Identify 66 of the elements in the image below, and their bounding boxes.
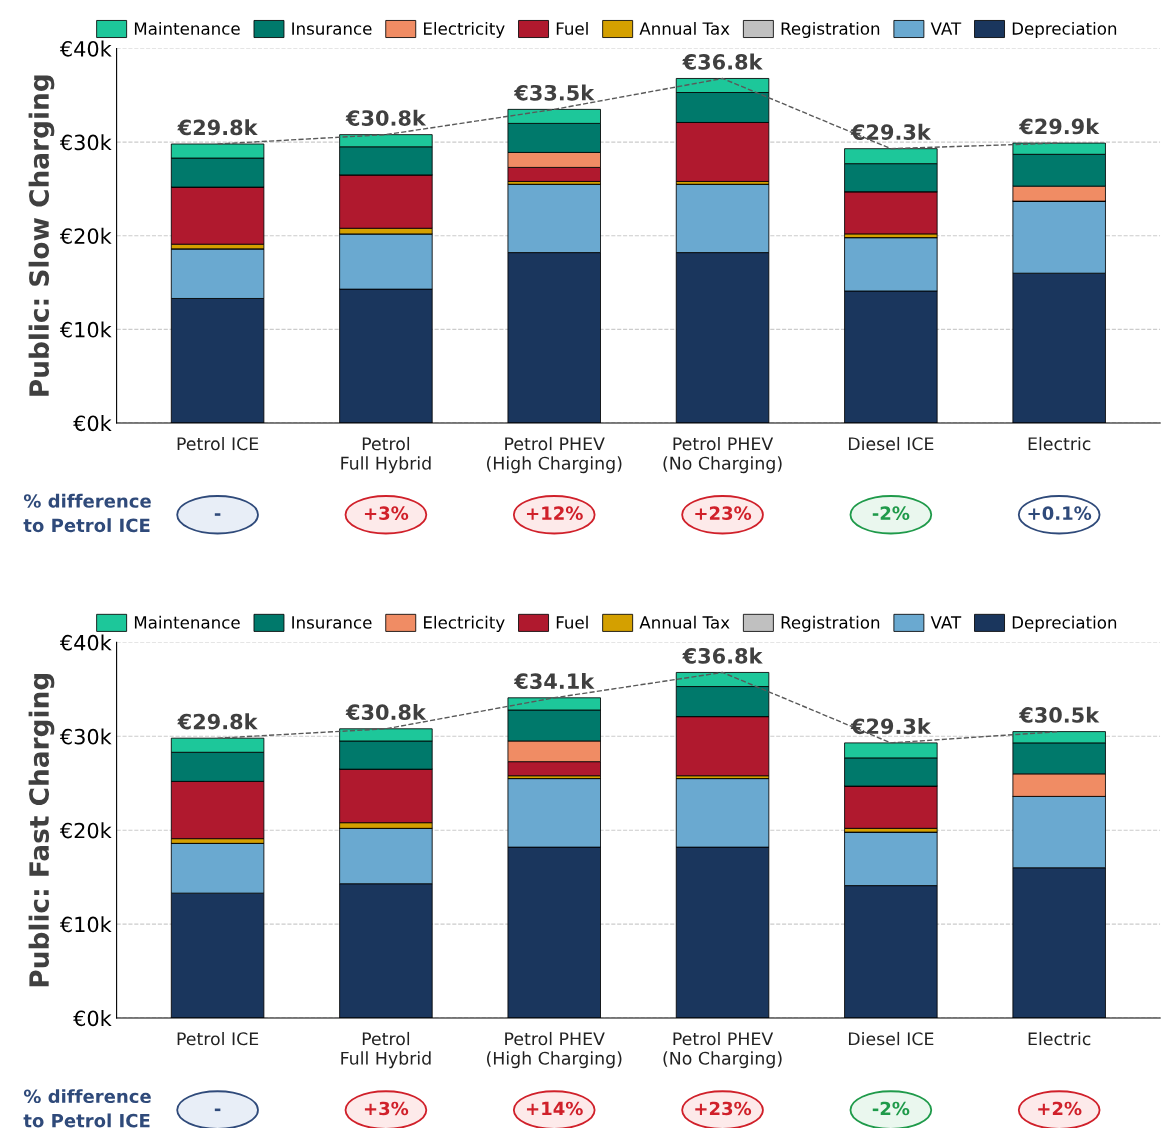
total-label: €29.3k [850,123,932,140]
total-label: €36.8k [682,53,763,70]
y-tick-label: €0k [73,415,112,432]
legend-label: Registration [781,21,880,39]
legend-label: VAT [930,616,962,629]
total-label: €29.8k [177,119,258,136]
text: - [214,1108,221,1112]
text: +3% [364,1101,409,1116]
x-tick-label: Diesel ICE [848,436,934,451]
x-tick-label: Petrol PHEV (High Charging) [487,436,622,474]
y-tick-label: €20k [59,822,112,839]
y-axis-title: Public: Slow Charging [28,75,55,396]
legend-label: VAT [930,22,962,35]
legend-label: Insurance [292,616,372,629]
text: -2% [872,506,910,520]
y-tick-label: €20k [59,227,112,244]
total-label: €29.8k [177,713,258,730]
total-label: €29.3k [850,718,932,735]
legend-label: Electricity [424,21,505,39]
x-tick-label: Petrol ICE [177,1031,259,1046]
total-label: €30.8k [345,703,427,721]
text: +14% [526,1101,583,1116]
y-tick-label: €0k [73,1010,112,1027]
x-tick-label: Petrol PHEV (No Charging) [663,1031,782,1069]
legend-label: Depreciation [1012,615,1117,632]
legend-label: Registration [781,615,880,632]
x-tick-label: Diesel ICE [848,1031,934,1046]
x-tick-label: Petrol Full Hybrid [341,1031,431,1069]
y-tick-label: €30k [59,728,112,745]
text: +3% [364,506,409,520]
total-label: €29.9k [1018,118,1100,135]
text: - [214,513,221,516]
y-tick-label: €40k [59,634,112,651]
legend-label: Fuel [556,21,588,35]
legend-label: Annual Tax [639,615,730,629]
y-tick-label: €30k [59,134,112,151]
total-label: €30.8k [345,109,427,126]
text: +23% [695,1101,752,1116]
text: % difference to Petrol ICE [23,1089,151,1128]
total-label: €34.1k [513,672,595,690]
legend-label: Annual Tax [639,21,730,35]
y-tick-label: €40k [59,40,112,57]
text: % difference to Petrol ICE [23,493,151,533]
legend-label: Electricity [424,615,505,632]
x-tick-label: Petrol Full Hybrid [341,436,431,474]
y-tick-label: €10k [59,321,112,338]
text: +12% [526,506,583,520]
total-label: €30.5k [1018,706,1100,723]
x-tick-label: Petrol ICE [177,436,259,451]
text: +0.1% [1028,506,1092,520]
legend-label: Maintenance [134,615,240,629]
x-tick-label: Petrol PHEV (No Charging) [663,436,782,474]
total-label: €36.8k [682,647,763,664]
y-tick-label: €10k [59,916,112,933]
text: -2% [872,1101,910,1116]
total-label: €33.5k [513,84,595,101]
legend-label: Fuel [556,615,588,629]
legend-label: Maintenance [134,21,240,35]
text: +2% [1038,1101,1082,1116]
legend-label: Depreciation [1012,21,1117,39]
text: +23% [695,506,752,520]
x-tick-label: Electric [1028,436,1091,451]
legend-label: Insurance [292,22,372,35]
y-axis-title: Public: Fast Charging [28,673,55,987]
x-tick-label: Electric [1028,1031,1091,1046]
x-tick-label: Petrol PHEV (High Charging) [487,1031,622,1069]
